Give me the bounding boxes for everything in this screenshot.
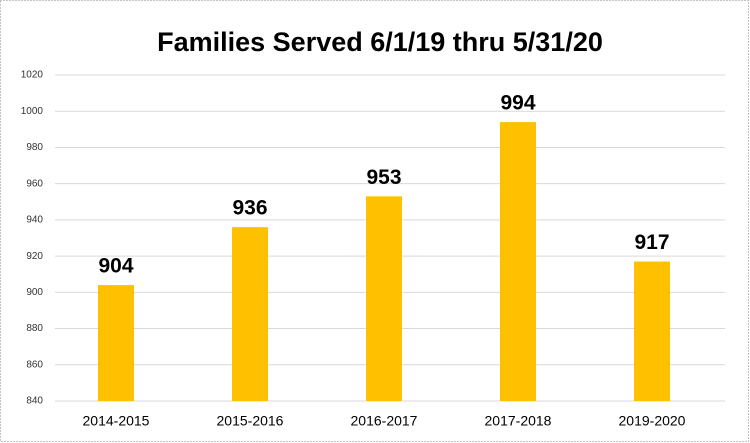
y-tick-label: 880 <box>26 323 43 334</box>
y-tick-label: 840 <box>26 396 43 407</box>
x-tick-label: 2014-2015 <box>83 413 150 429</box>
y-tick-label: 900 <box>26 287 43 298</box>
x-tick-label: 2016-2017 <box>351 413 418 429</box>
bar <box>500 122 536 401</box>
data-label: 936 <box>232 197 267 220</box>
y-tick-label: 1000 <box>21 106 44 117</box>
y-tick-label: 940 <box>26 215 43 226</box>
data-label: 904 <box>98 255 133 278</box>
bar <box>366 196 402 401</box>
x-tick-label: 2017-2018 <box>485 413 552 429</box>
bar <box>232 227 268 401</box>
y-tick-label: 920 <box>26 251 43 262</box>
chart-title: Families Served 6/1/19 thru 5/31/20 <box>157 27 603 57</box>
y-tick-label: 960 <box>26 178 43 189</box>
bar <box>98 285 134 401</box>
x-tick-label: 2015-2016 <box>217 413 284 429</box>
y-tick-label: 860 <box>26 359 43 370</box>
y-tick-label: 1020 <box>21 70 44 81</box>
y-tick-label: 980 <box>26 142 43 153</box>
data-label: 917 <box>634 231 669 254</box>
data-label: 953 <box>366 166 401 189</box>
bar <box>634 261 670 401</box>
data-label: 994 <box>500 92 535 115</box>
x-tick-label: 2019-2020 <box>619 413 686 429</box>
